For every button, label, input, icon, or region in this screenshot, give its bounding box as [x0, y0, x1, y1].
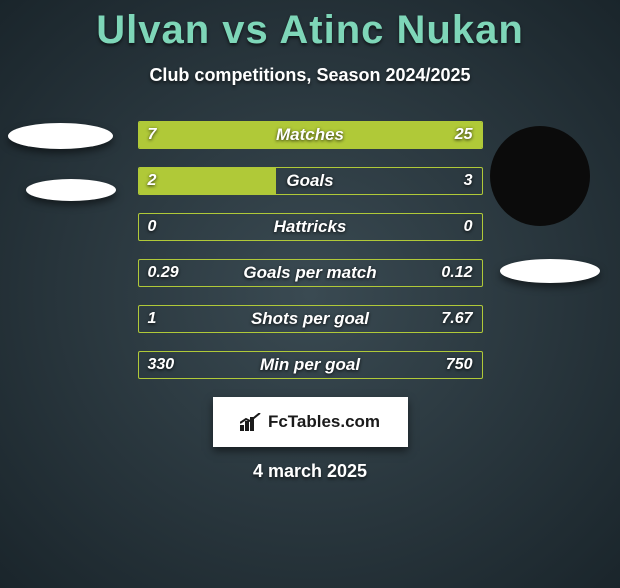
bar-label: Matches: [138, 121, 483, 149]
bar-label: Goals: [138, 167, 483, 195]
stats-bars: Matches7 25 Goals2 3 Hattricks0 0 Goals per ma…: [138, 121, 483, 379]
stat-row: Min per goal330 750: [138, 351, 483, 379]
comparison-panel: Matches7 25 Goals2 3 Hattricks0 0 Goals per ma…: [0, 121, 620, 379]
bar-value-right: 7.67: [441, 305, 472, 333]
bar-value-right: 0: [464, 213, 473, 241]
bar-value-right: 3: [464, 167, 473, 195]
stat-row: Shots per goal1 7.67: [138, 305, 483, 333]
brand-box: FcTables.com: [213, 397, 408, 447]
bar-value-right: 25: [455, 121, 473, 149]
right-player-oval: [500, 259, 600, 283]
bar-value-left: 0: [148, 213, 157, 241]
stat-row: Hattricks0 0: [138, 213, 483, 241]
page-title: Ulvan vs Atinc Nukan: [0, 8, 620, 53]
left-player-oval-bottom: [26, 179, 116, 201]
left-player-oval-top: [8, 123, 113, 149]
bar-value-left: 330: [148, 351, 175, 379]
bar-value-left: 7: [148, 121, 157, 149]
stat-row: Goals per match0.29 0.12: [138, 259, 483, 287]
stat-row: Goals2 3: [138, 167, 483, 195]
right-player-avatar: [490, 126, 590, 226]
brand-label: FcTables.com: [268, 412, 380, 432]
subtitle: Club competitions, Season 2024/2025: [0, 65, 620, 86]
bar-value-left: 2: [148, 167, 157, 195]
bar-label: Min per goal: [138, 351, 483, 379]
bar-value-right: 0.12: [441, 259, 472, 287]
bar-label: Shots per goal: [138, 305, 483, 333]
brand-chart-icon: [240, 413, 262, 431]
bar-label: Hattricks: [138, 213, 483, 241]
bar-value-left: 0.29: [148, 259, 179, 287]
stat-row: Matches7 25: [138, 121, 483, 149]
date-label: 4 march 2025: [0, 461, 620, 482]
bar-value-right: 750: [446, 351, 473, 379]
bar-label: Goals per match: [138, 259, 483, 287]
bar-value-left: 1: [148, 305, 157, 333]
